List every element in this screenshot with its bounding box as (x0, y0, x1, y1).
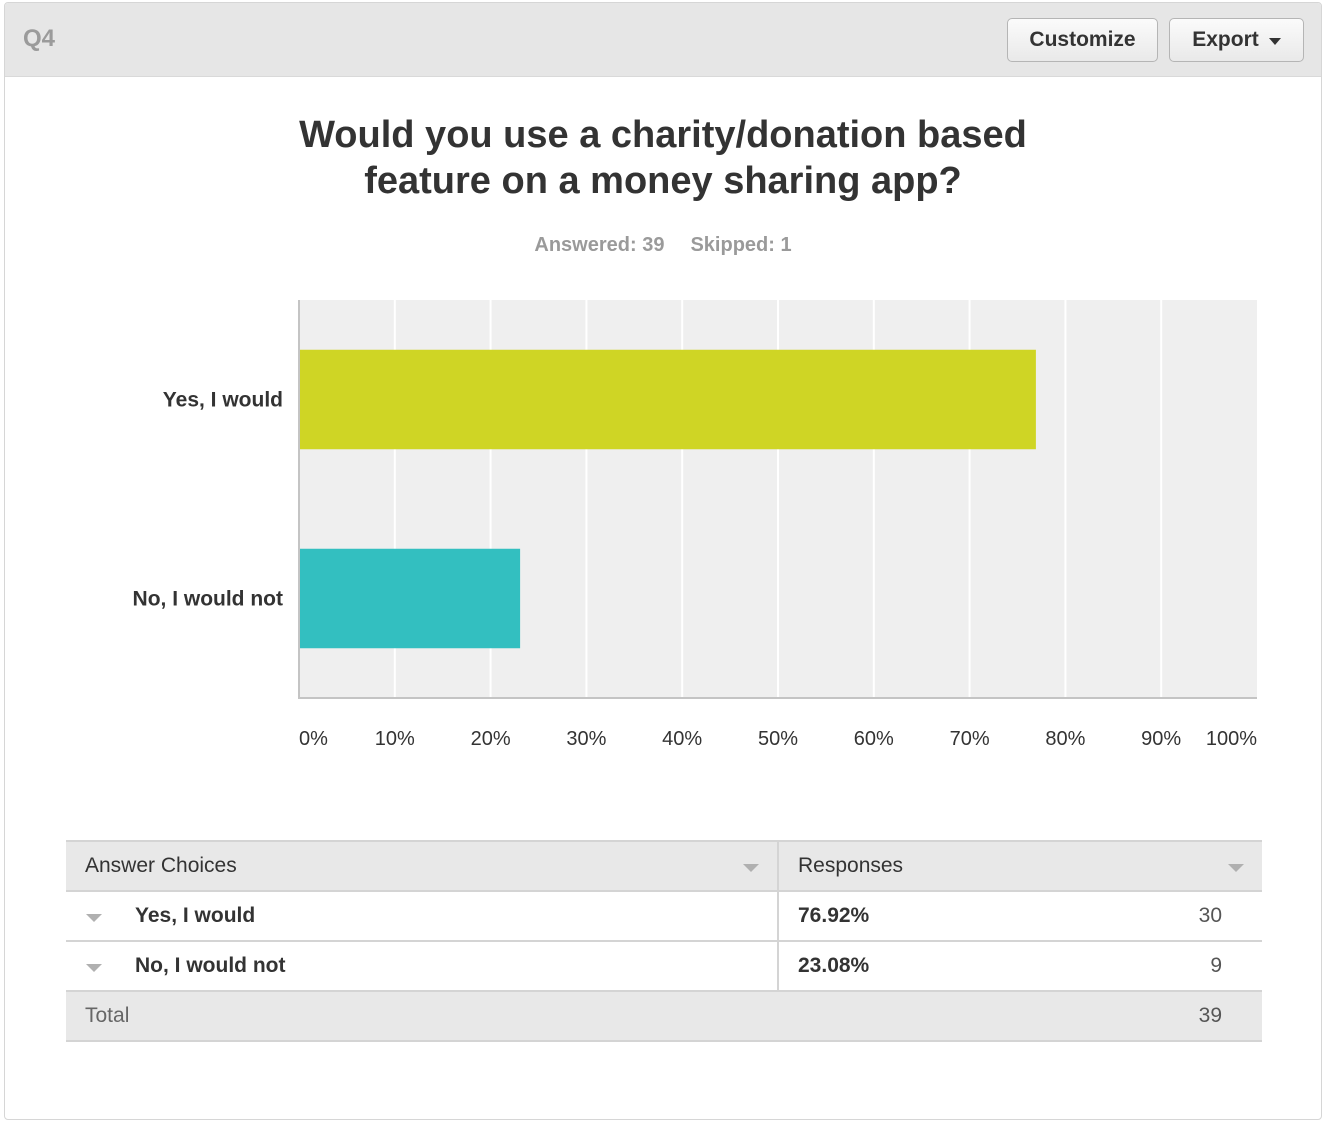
total-count-cell: 39 (778, 991, 1262, 1042)
x-tick-label: 30% (566, 728, 606, 750)
table-row: Yes, I would 76.92% 30 (66, 891, 1262, 942)
expand-arrow-icon[interactable] (86, 914, 102, 922)
export-button-label: Export (1192, 28, 1259, 51)
total-label-cell: Total (66, 991, 778, 1042)
chart-title-line-2: feature on a money sharing app? (364, 160, 962, 202)
x-tick-label: 90% (1141, 728, 1181, 750)
customize-button[interactable]: Customize (1007, 18, 1158, 62)
response-percent: 23.08% (798, 954, 870, 977)
x-tick-label: 20% (471, 728, 511, 750)
question-number: Q4 (23, 25, 56, 52)
x-tick-label: 60% (854, 728, 894, 750)
bar-chart: Yes, I would No, I would not 0% 10% 20% 30% 40… (133, 300, 1257, 750)
response-cell: 76.92% 30 (778, 891, 1262, 942)
answer-choice-label: No, I would not (135, 954, 286, 977)
sort-arrow-icon[interactable] (1228, 864, 1244, 872)
chart-title-line-1: Would you use a charity/donation based (299, 114, 1027, 156)
answer-choice-cell: No, I would not (66, 941, 779, 992)
chart-title: Would you use a charity/donation based f… (0, 112, 1326, 204)
table-header-row: Answer Choices Responses (66, 840, 1262, 892)
response-percent: 76.92% (798, 904, 870, 927)
export-button[interactable]: Export (1169, 18, 1304, 62)
skipped-count: Skipped: 1 (690, 234, 792, 256)
response-count: 30 (1198, 904, 1222, 927)
sort-arrow-icon[interactable] (743, 864, 759, 872)
answered-count: Answered: 39 (534, 234, 665, 256)
x-tick-label: 50% (758, 728, 798, 750)
answer-choice-cell: Yes, I would (66, 891, 779, 942)
bar (299, 548, 521, 649)
customize-button-label: Customize (1029, 28, 1136, 51)
expand-arrow-icon[interactable] (86, 964, 102, 972)
response-stats: Answered: 39 Skipped: 1 (0, 234, 1326, 257)
x-tick-label: 70% (950, 728, 990, 750)
chevron-down-icon (1268, 37, 1281, 45)
responses-header[interactable]: Responses (778, 840, 1262, 892)
x-tick-label: 0% (299, 728, 328, 750)
total-row: Total 39 (66, 991, 1262, 1042)
answer-choices-header[interactable]: Answer Choices (66, 840, 779, 892)
table-row: No, I would not 23.08% 9 (66, 941, 1262, 992)
response-cell: 23.08% 9 (778, 941, 1262, 992)
category-label: Yes, I would (163, 389, 283, 412)
total-count: 39 (1198, 1004, 1222, 1027)
responses-header-label: Responses (798, 854, 904, 877)
answer-choice-label: Yes, I would (135, 904, 256, 927)
responses-table: Answer Choices Responses Yes, I would (66, 840, 1262, 1042)
response-count: 9 (1210, 954, 1222, 977)
card-header: Q4 Customize Export (5, 3, 1321, 77)
x-tick-label: 10% (375, 728, 415, 750)
x-tick-label: 40% (662, 728, 702, 750)
category-label: No, I would not (133, 588, 283, 611)
total-label: Total (85, 1004, 130, 1027)
x-tick-label: 100% (1206, 728, 1257, 750)
x-tick-label: 80% (1045, 728, 1085, 750)
answer-choices-header-label: Answer Choices (85, 854, 237, 877)
bar (299, 349, 1036, 450)
